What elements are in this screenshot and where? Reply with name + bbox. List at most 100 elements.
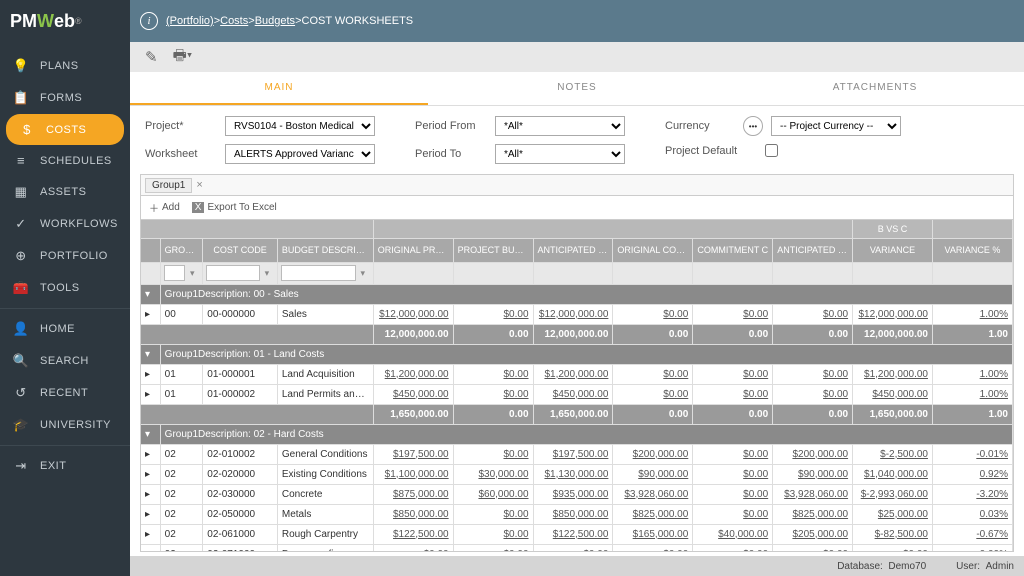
- project-select[interactable]: RVS0104 - Boston Medical Center: [225, 116, 375, 136]
- nav-icon: 📋: [12, 90, 30, 106]
- currency-select[interactable]: -- Project Currency --: [771, 116, 901, 136]
- sidebar-item-recent[interactable]: ↺RECENT: [0, 377, 130, 409]
- collapse-icon[interactable]: ▾: [141, 424, 160, 444]
- worksheet-select[interactable]: ALERTS Approved Variances: [225, 144, 375, 164]
- table-row[interactable]: ▸0202-061000Rough Carpentry$122,500.00$0…: [141, 524, 1013, 544]
- excel-icon: X: [192, 202, 205, 213]
- nav-icon: ⊕: [12, 248, 30, 264]
- row-expand-icon[interactable]: ▸: [141, 544, 160, 552]
- print-icon[interactable]: 🖶▾: [173, 45, 193, 70]
- status-user: Admin: [986, 561, 1014, 572]
- breadcrumb-l1[interactable]: Costs: [220, 15, 248, 27]
- sidebar-item-plans[interactable]: 💡PLANS: [0, 50, 130, 82]
- col-header[interactable]: VARIANCE %: [932, 238, 1012, 262]
- nav-icon: 🔍: [12, 353, 30, 369]
- row-expand-icon[interactable]: ▸: [141, 444, 160, 464]
- periodfrom-select[interactable]: *All*: [495, 116, 625, 136]
- nav-icon: 🎓: [12, 417, 30, 433]
- row-expand-icon[interactable]: ▸: [141, 384, 160, 404]
- group-title: Group1Description: 01 - Land Costs: [160, 344, 1012, 364]
- col-header[interactable]: VARIANCE: [853, 238, 933, 262]
- nav-icon: 🧰: [12, 280, 30, 296]
- col-header[interactable]: COST CODE: [203, 238, 278, 262]
- row-expand-icon[interactable]: ▸: [141, 464, 160, 484]
- sidebar-item-workflows[interactable]: ✓WORKFLOWS: [0, 208, 130, 240]
- table-row[interactable]: ▸0202-050000Metals$850,000.00$0.00$850,0…: [141, 504, 1013, 524]
- col-header[interactable]: ORIGINAL COMMIT: [613, 238, 693, 262]
- currency-ellipsis-icon[interactable]: •••: [743, 116, 763, 136]
- tab-attachments[interactable]: ATTACHMENTS: [726, 72, 1024, 105]
- sidebar-item-costs[interactable]: $COSTS: [6, 114, 124, 145]
- default-checkbox[interactable]: [765, 144, 778, 157]
- group-close-icon[interactable]: ×: [196, 179, 202, 191]
- sidebar-item-search[interactable]: 🔍SEARCH: [0, 345, 130, 377]
- add-button[interactable]: ＋Add: [149, 200, 180, 215]
- nav-icon: 💡: [12, 58, 30, 74]
- col-header[interactable]: GROUP1: [160, 238, 203, 262]
- breadcrumb-bar: i (Portfolio) > Costs > Budgets > COST W…: [130, 0, 1024, 42]
- col-header[interactable]: COMMITMENT C: [693, 238, 773, 262]
- export-button[interactable]: XExport To Excel: [192, 202, 277, 213]
- table-row[interactable]: ▸0202-071000Dampproofing and Wa$0.00$0.0…: [141, 544, 1013, 552]
- status-bar: Database: Demo70 User: Admin: [130, 556, 1024, 576]
- sidebar-item-home[interactable]: 👤HOME: [0, 313, 130, 345]
- sidebar-item-tools[interactable]: 🧰TOOLS: [0, 272, 130, 304]
- group-title: Group1Description: 02 - Hard Costs: [160, 424, 1012, 444]
- sidebar-item-university[interactable]: 🎓UNIVERSITY: [0, 409, 130, 441]
- breadcrumb-l3: COST WORKSHEETS: [302, 15, 414, 27]
- nav-icon: $: [18, 122, 36, 137]
- sidebar-item-schedules[interactable]: ≡SCHEDULES: [0, 145, 130, 176]
- table-row[interactable]: ▸0000-000000Sales$12,000,000.00$0.00$12,…: [141, 304, 1013, 324]
- col-header[interactable]: ANTICIPATED COST: [773, 238, 853, 262]
- row-expand-icon[interactable]: ▸: [141, 304, 160, 324]
- col-header[interactable]: ANTICIPATED BUDGET: [533, 238, 613, 262]
- group-bar: Group1 ×: [140, 174, 1014, 196]
- col-header[interactable]: PROJECT BUDGET: [453, 238, 533, 262]
- filter-input[interactable]: [206, 265, 260, 281]
- tab-main[interactable]: MAIN: [130, 72, 428, 105]
- filter-icon[interactable]: ▾: [260, 268, 274, 279]
- sidebar-item-exit[interactable]: ⇥EXIT: [0, 450, 130, 482]
- table-row[interactable]: ▸0202-020000Existing Conditions$1,100,00…: [141, 464, 1013, 484]
- col-header[interactable]: BUDGET DESCRIPTION: [277, 238, 373, 262]
- periodto-select[interactable]: *All*: [495, 144, 625, 164]
- table-row[interactable]: ▸0101-000001Land Acquisition$1,200,000.0…: [141, 364, 1013, 384]
- group-tag[interactable]: Group1: [145, 178, 192, 193]
- worksheet-label: Worksheet: [145, 148, 215, 160]
- plus-icon: ＋: [149, 200, 159, 215]
- filter-icon[interactable]: ▾: [356, 268, 370, 279]
- breadcrumb-portfolio[interactable]: (Portfolio): [166, 15, 214, 27]
- col-header[interactable]: ORIGINAL PROJECT: [373, 238, 453, 262]
- cost-grid: B VS CGROUP1COST CODEBUDGET DESCRIPTIONO…: [141, 220, 1013, 552]
- table-row[interactable]: ▸0202-010002General Conditions$197,500.0…: [141, 444, 1013, 464]
- nav-icon: ▦: [12, 184, 30, 200]
- table-row[interactable]: ▸0101-000002Land Permits and Fees$450,00…: [141, 384, 1013, 404]
- nav-icon: ↺: [12, 385, 30, 401]
- edit-icon[interactable]: ✎: [145, 48, 158, 66]
- filter-input[interactable]: [281, 265, 356, 281]
- row-expand-icon[interactable]: ▸: [141, 364, 160, 384]
- filter-icon[interactable]: ▾: [185, 268, 199, 279]
- periodto-label: Period To: [415, 148, 485, 160]
- superheader-bvsc: B VS C: [853, 220, 933, 238]
- row-expand-icon[interactable]: ▸: [141, 524, 160, 544]
- sidebar-item-forms[interactable]: 📋FORMS: [0, 82, 130, 114]
- default-label: Project Default: [665, 145, 755, 157]
- project-label: Project*: [145, 120, 215, 132]
- row-expand-icon[interactable]: ▸: [141, 484, 160, 504]
- row-expand-icon[interactable]: ▸: [141, 504, 160, 524]
- table-row[interactable]: ▸0202-030000Concrete$875,000.00$60,000.0…: [141, 484, 1013, 504]
- breadcrumb-l2[interactable]: Budgets: [255, 15, 295, 27]
- nav-icon: ✓: [12, 216, 30, 232]
- filter-input[interactable]: [164, 265, 186, 281]
- nav-icon: 👤: [12, 321, 30, 337]
- collapse-icon[interactable]: ▾: [141, 284, 160, 304]
- info-icon[interactable]: i: [140, 12, 158, 30]
- currency-label: Currency: [665, 120, 735, 132]
- tab-notes[interactable]: NOTES: [428, 72, 726, 105]
- sidebar-item-portfolio[interactable]: ⊕PORTFOLIO: [0, 240, 130, 272]
- sidebar-item-assets[interactable]: ▦ASSETS: [0, 176, 130, 208]
- nav-icon: ≡: [12, 153, 30, 168]
- logo: PMWeb®: [0, 0, 130, 42]
- collapse-icon[interactable]: ▾: [141, 344, 160, 364]
